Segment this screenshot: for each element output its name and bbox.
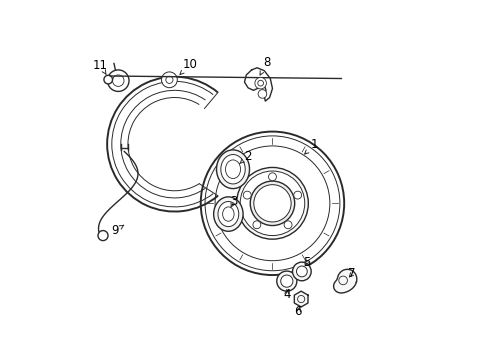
Ellipse shape (225, 160, 240, 179)
Polygon shape (244, 68, 272, 101)
Circle shape (112, 75, 124, 86)
Ellipse shape (218, 202, 238, 226)
Circle shape (243, 191, 251, 199)
Circle shape (215, 146, 329, 261)
Ellipse shape (296, 266, 306, 277)
Circle shape (254, 77, 266, 89)
Text: 9: 9 (111, 224, 123, 238)
Text: 2: 2 (239, 150, 251, 164)
Circle shape (104, 75, 112, 84)
Text: 1: 1 (304, 138, 318, 154)
Circle shape (250, 181, 294, 226)
Polygon shape (333, 269, 356, 293)
Text: 11: 11 (93, 59, 108, 75)
Ellipse shape (292, 262, 310, 281)
Circle shape (236, 167, 308, 239)
Ellipse shape (216, 150, 249, 189)
Text: 5: 5 (302, 256, 309, 269)
Text: 10: 10 (180, 58, 197, 75)
Circle shape (161, 72, 177, 88)
Circle shape (284, 221, 291, 229)
Circle shape (165, 76, 173, 84)
Ellipse shape (213, 197, 243, 231)
Circle shape (240, 171, 304, 235)
Ellipse shape (280, 275, 292, 287)
Circle shape (201, 132, 344, 275)
Text: 4: 4 (283, 288, 290, 301)
Text: 8: 8 (260, 56, 270, 75)
Ellipse shape (276, 271, 296, 291)
Circle shape (268, 173, 276, 181)
Circle shape (293, 191, 301, 199)
Circle shape (258, 90, 266, 98)
Ellipse shape (221, 154, 244, 184)
Circle shape (252, 221, 260, 229)
Circle shape (253, 185, 290, 222)
Ellipse shape (222, 207, 234, 221)
Circle shape (98, 230, 108, 240)
Polygon shape (294, 291, 307, 307)
Circle shape (107, 70, 129, 91)
Text: 3: 3 (229, 195, 237, 208)
Circle shape (204, 136, 339, 271)
Text: 7: 7 (347, 267, 355, 280)
Text: 6: 6 (294, 306, 302, 319)
